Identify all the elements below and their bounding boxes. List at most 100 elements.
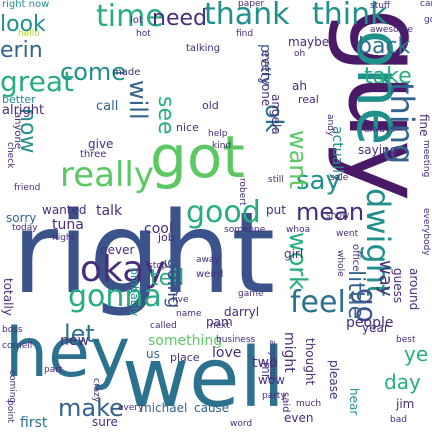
word-mean: make — [58, 394, 124, 422]
word-robert: robert — [237, 178, 247, 206]
word-see: want — [284, 130, 312, 189]
word-car: car — [420, 0, 432, 9]
word-guess: guess — [391, 268, 405, 304]
word-got: got — [150, 123, 246, 191]
word-stop: stop — [148, 261, 168, 271]
word-called: called — [150, 321, 177, 331]
word-old: old — [202, 99, 219, 112]
word-please: please — [327, 360, 341, 400]
word-say: great — [0, 65, 75, 98]
word-stuff: stuff — [370, 1, 391, 11]
word-sorry: sorry — [6, 211, 37, 225]
word-show: show — [326, 211, 350, 221]
word-anything: anything — [267, 340, 277, 380]
word-put: put — [266, 203, 286, 217]
word-love: love — [212, 345, 242, 361]
word-find: find — [236, 29, 254, 39]
word-first: first — [20, 415, 48, 431]
word-always: always — [364, 125, 395, 135]
word-went: went — [336, 229, 359, 239]
word-away: away — [196, 255, 220, 265]
word-cool: cool — [144, 221, 173, 237]
word-everyone: everyone — [259, 50, 273, 107]
word-wow: wow — [258, 373, 285, 387]
word-meeting: meeting — [421, 140, 431, 178]
word-ye: ye — [404, 342, 429, 366]
word-never: never — [100, 243, 135, 257]
word-give: give — [88, 137, 114, 151]
word-think: think — [312, 0, 388, 32]
word-look: come — [60, 58, 127, 86]
word-right: right — [12, 189, 276, 319]
word-made: made — [112, 67, 141, 78]
word-thank: thank — [204, 0, 290, 32]
word-hello: hello — [18, 29, 40, 39]
word-today: today — [12, 223, 38, 233]
word-right-now: right now — [2, 0, 50, 10]
word-want: feel — [290, 285, 346, 320]
word-friend: friend — [14, 183, 41, 193]
word-feel: need — [152, 6, 207, 31]
word-okay: okay — [80, 249, 166, 290]
word-real: real — [298, 93, 319, 106]
word-sure: sure — [92, 415, 118, 429]
word-point: point — [5, 400, 15, 423]
word-name: name — [176, 309, 202, 319]
word-boss: boss — [2, 325, 23, 335]
word-let: tell — [150, 266, 185, 291]
word-help: help — [208, 129, 228, 139]
word-gonna: gonna — [68, 279, 162, 314]
word-year: year — [362, 321, 389, 335]
word-ok: take — [364, 64, 412, 89]
word-kind: kind — [212, 141, 232, 151]
word-oh: oh — [294, 49, 306, 59]
word-pam: pam — [206, 315, 233, 329]
word-time: time — [96, 0, 164, 34]
word-now: say — [296, 166, 341, 196]
word-day: day — [384, 370, 421, 394]
word-still: still — [268, 175, 284, 185]
word-michael: michael — [140, 401, 188, 415]
word-hey: hey — [5, 314, 131, 393]
word-talking: talking — [186, 43, 221, 54]
word-erin: see — [153, 96, 178, 135]
word-three: three — [80, 149, 107, 160]
word-game: game — [238, 289, 264, 299]
word-best: best — [396, 335, 416, 345]
word-business: business — [216, 335, 256, 345]
word-need: back — [358, 34, 411, 59]
word-part: part — [44, 365, 63, 375]
word-crazy: crazy — [91, 378, 101, 403]
word-nice: nice — [176, 121, 199, 134]
word-andy: andy — [325, 114, 335, 137]
word-around: around — [407, 268, 421, 311]
word-make: erin — [0, 38, 43, 63]
word-call: call — [96, 99, 119, 114]
word-whole: whole — [335, 250, 345, 277]
word-two: two — [252, 355, 278, 371]
word-hot: hot — [136, 29, 151, 39]
word-next: next — [210, 321, 230, 331]
word-better: better — [2, 93, 36, 106]
word-will: mean — [296, 198, 365, 226]
word-well: well — [122, 331, 286, 426]
word-girl: girl — [284, 247, 304, 261]
word-god: god — [424, 15, 432, 25]
word-thought: thought — [303, 338, 317, 386]
word-ah: ah — [292, 79, 307, 93]
word-whoa: whoa — [286, 225, 311, 235]
word-sale: sale — [330, 173, 349, 183]
word-five: five — [172, 295, 189, 305]
word-word: word — [230, 419, 253, 429]
word-party: party — [262, 391, 286, 401]
word-said: said — [280, 392, 291, 413]
word-talk: talk — [96, 203, 123, 219]
word-wanted: wanted — [42, 203, 87, 217]
word-coming: coming — [7, 370, 17, 404]
word-totally: totally — [1, 278, 15, 316]
word-tell: work — [284, 232, 312, 291]
word-take: let — [64, 320, 95, 348]
word-hear: hear — [347, 388, 361, 416]
word-little: little — [343, 270, 368, 320]
